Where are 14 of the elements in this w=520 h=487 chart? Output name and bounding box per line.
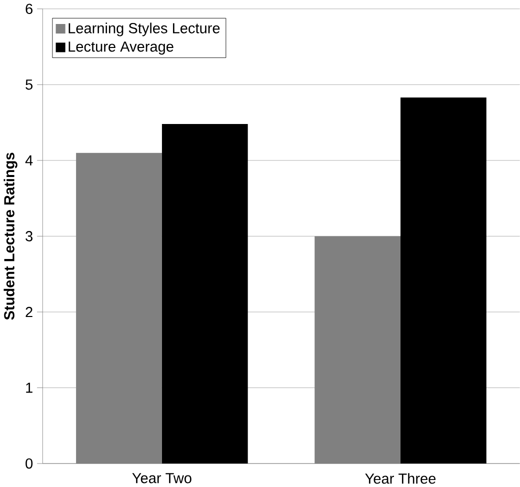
y-tick-label: 1 (26, 382, 32, 393)
y-tick-label: 5 (26, 79, 32, 90)
y-tick-label: 4 (25, 155, 33, 166)
bar (400, 97, 486, 464)
y-tick-label: 2 (26, 306, 32, 317)
legend-label: Learning Styles Lecture (68, 22, 220, 36)
y-axis-title: Student Lecture Ratings (4, 152, 18, 320)
x-tick-label: Year Two (132, 472, 192, 483)
y-tick-label: 3 (26, 230, 32, 242)
x-tick-label: Year Three (365, 472, 436, 484)
legend-label: Lecture Average (68, 41, 174, 54)
y-tick-label: 0 (26, 458, 33, 468)
bar (162, 124, 248, 464)
y-tick-label: 6 (26, 3, 32, 14)
